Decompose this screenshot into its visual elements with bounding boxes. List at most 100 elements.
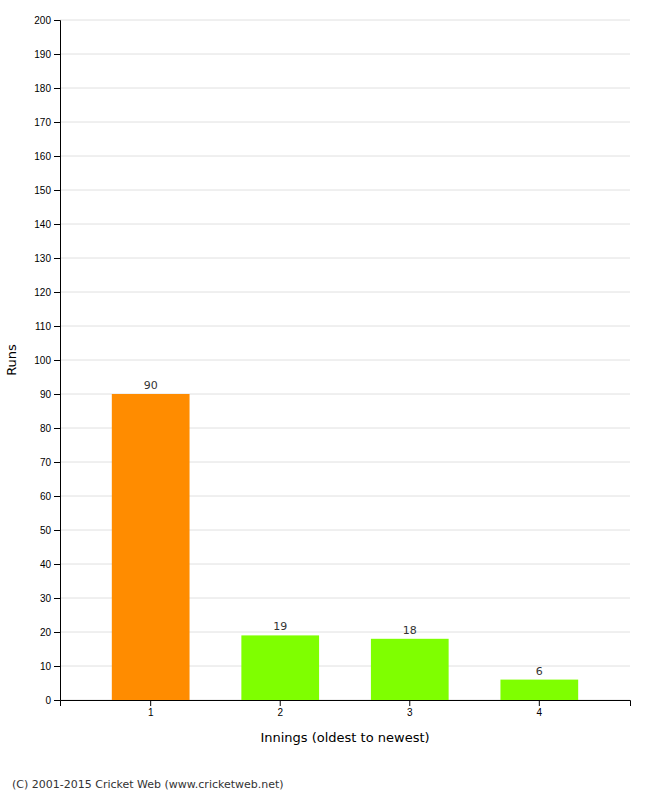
grid-line [60,224,630,225]
y-tick: 70 [40,457,60,468]
x-tick-label: 4 [537,707,543,718]
y-tick-mark [54,360,60,361]
y-tick: 150 [34,185,60,196]
bar [500,680,578,700]
y-tick-mark [54,530,60,531]
y-tick-mark [54,394,60,395]
y-tick-label: 20 [40,627,52,638]
y-tick: 10 [40,661,60,672]
x-axis-line [61,701,631,707]
y-tick-label: 50 [40,525,52,536]
y-tick-mark [54,428,60,429]
y-tick-mark [54,20,60,21]
grid-line [60,20,630,21]
x-tick-mark [409,700,410,706]
y-axis-line [54,21,61,701]
footer: (C) 2001-2015 Cricket Web (www.cricketwe… [12,778,284,791]
y-tick-label: 100 [34,355,51,366]
y-tick: 110 [35,321,60,332]
y-tick-mark [54,292,60,293]
x-tick-mark [150,700,151,706]
y-tick-mark [54,258,60,259]
y-tick: 200 [34,15,60,26]
y-tick-label: 80 [40,423,52,434]
grid [60,20,630,700]
x-tick-label: 3 [407,707,413,718]
x-tick-mark [280,700,281,706]
grid-line [60,190,630,191]
grid-line [60,258,630,259]
y-tick-mark [54,598,60,599]
bars [112,394,578,700]
y-tick-mark [54,54,60,55]
y-tick-mark [54,326,60,327]
y-tick: 130 [34,253,60,264]
y-tick-mark [54,632,60,633]
y-tick-mark [54,666,60,667]
y-tick-mark [54,462,60,463]
y-tick-mark [54,122,60,123]
data-label: 90 [144,379,158,392]
y-tick: 190 [34,49,60,60]
y-tick-label: 180 [34,83,51,94]
grid-line [60,360,630,361]
y-tick-label: 30 [40,593,52,604]
x-tick-label: 1 [148,707,154,718]
bar [371,639,449,700]
y-tick: 180 [34,83,60,94]
bar [112,394,190,700]
x-tick-mark [539,700,540,706]
x-tick: 1 [148,700,154,718]
y-tick: 20 [40,627,60,638]
y-tick: 170 [34,117,60,128]
y-tick-label: 60 [40,491,52,502]
chart: 0 10 20 30 40 50 60 70 80 90 100 110 120 130 140 150 160… [0,0,650,800]
y-tick: 100 [34,355,60,366]
y-tick: 120 [34,287,60,298]
y-axis-title: Runs [4,344,19,376]
x-axis: 1 2 3 4 [61,700,631,718]
data-label: 19 [273,620,287,633]
y-tick-label: 200 [34,15,51,26]
y-tick: 30 [40,593,60,604]
x-tick-label: 2 [277,707,283,718]
grid-line [60,156,630,157]
y-tick-label: 120 [34,287,51,298]
y-tick: 160 [34,151,60,162]
y-tick: 0 [45,695,60,706]
y-tick-mark [54,496,60,497]
data-labels: 90 19 18 6 [144,379,543,678]
y-tick: 80 [40,423,60,434]
y-tick-label: 90 [40,389,52,400]
grid-line [60,54,630,55]
grid-line [60,326,630,327]
grid-line [60,292,630,293]
y-tick-label: 0 [45,695,51,706]
x-tick: 2 [277,700,283,718]
y-tick-label: 10 [40,661,52,672]
y-tick-mark [54,190,60,191]
y-tick-mark [54,564,60,565]
y-tick-label: 40 [40,559,52,570]
y-tick-label: 160 [34,151,51,162]
bar [241,635,319,700]
y-tick-label: 130 [34,253,51,264]
y-tick: 50 [40,525,60,536]
plot: 0 10 20 30 40 50 60 70 80 90 100 110 120 130 140 150 160… [34,15,630,718]
y-tick-label: 150 [34,185,51,196]
y-tick: 40 [40,559,60,570]
x-tick: 4 [537,700,543,718]
y-tick: 90 [40,389,60,400]
data-label: 18 [403,624,417,637]
y-tick-mark [54,88,60,89]
grid-line [60,122,630,123]
y-tick: 60 [40,491,60,502]
x-tick: 3 [407,700,413,718]
x-axis-title: Innings (oldest to newest) [260,730,429,745]
y-tick-mark [54,700,60,701]
grid-line [60,88,630,89]
y-tick: 140 [34,219,60,230]
y-tick-label: 190 [34,49,51,60]
y-tick-label: 170 [34,117,51,128]
data-label: 6 [536,665,543,678]
